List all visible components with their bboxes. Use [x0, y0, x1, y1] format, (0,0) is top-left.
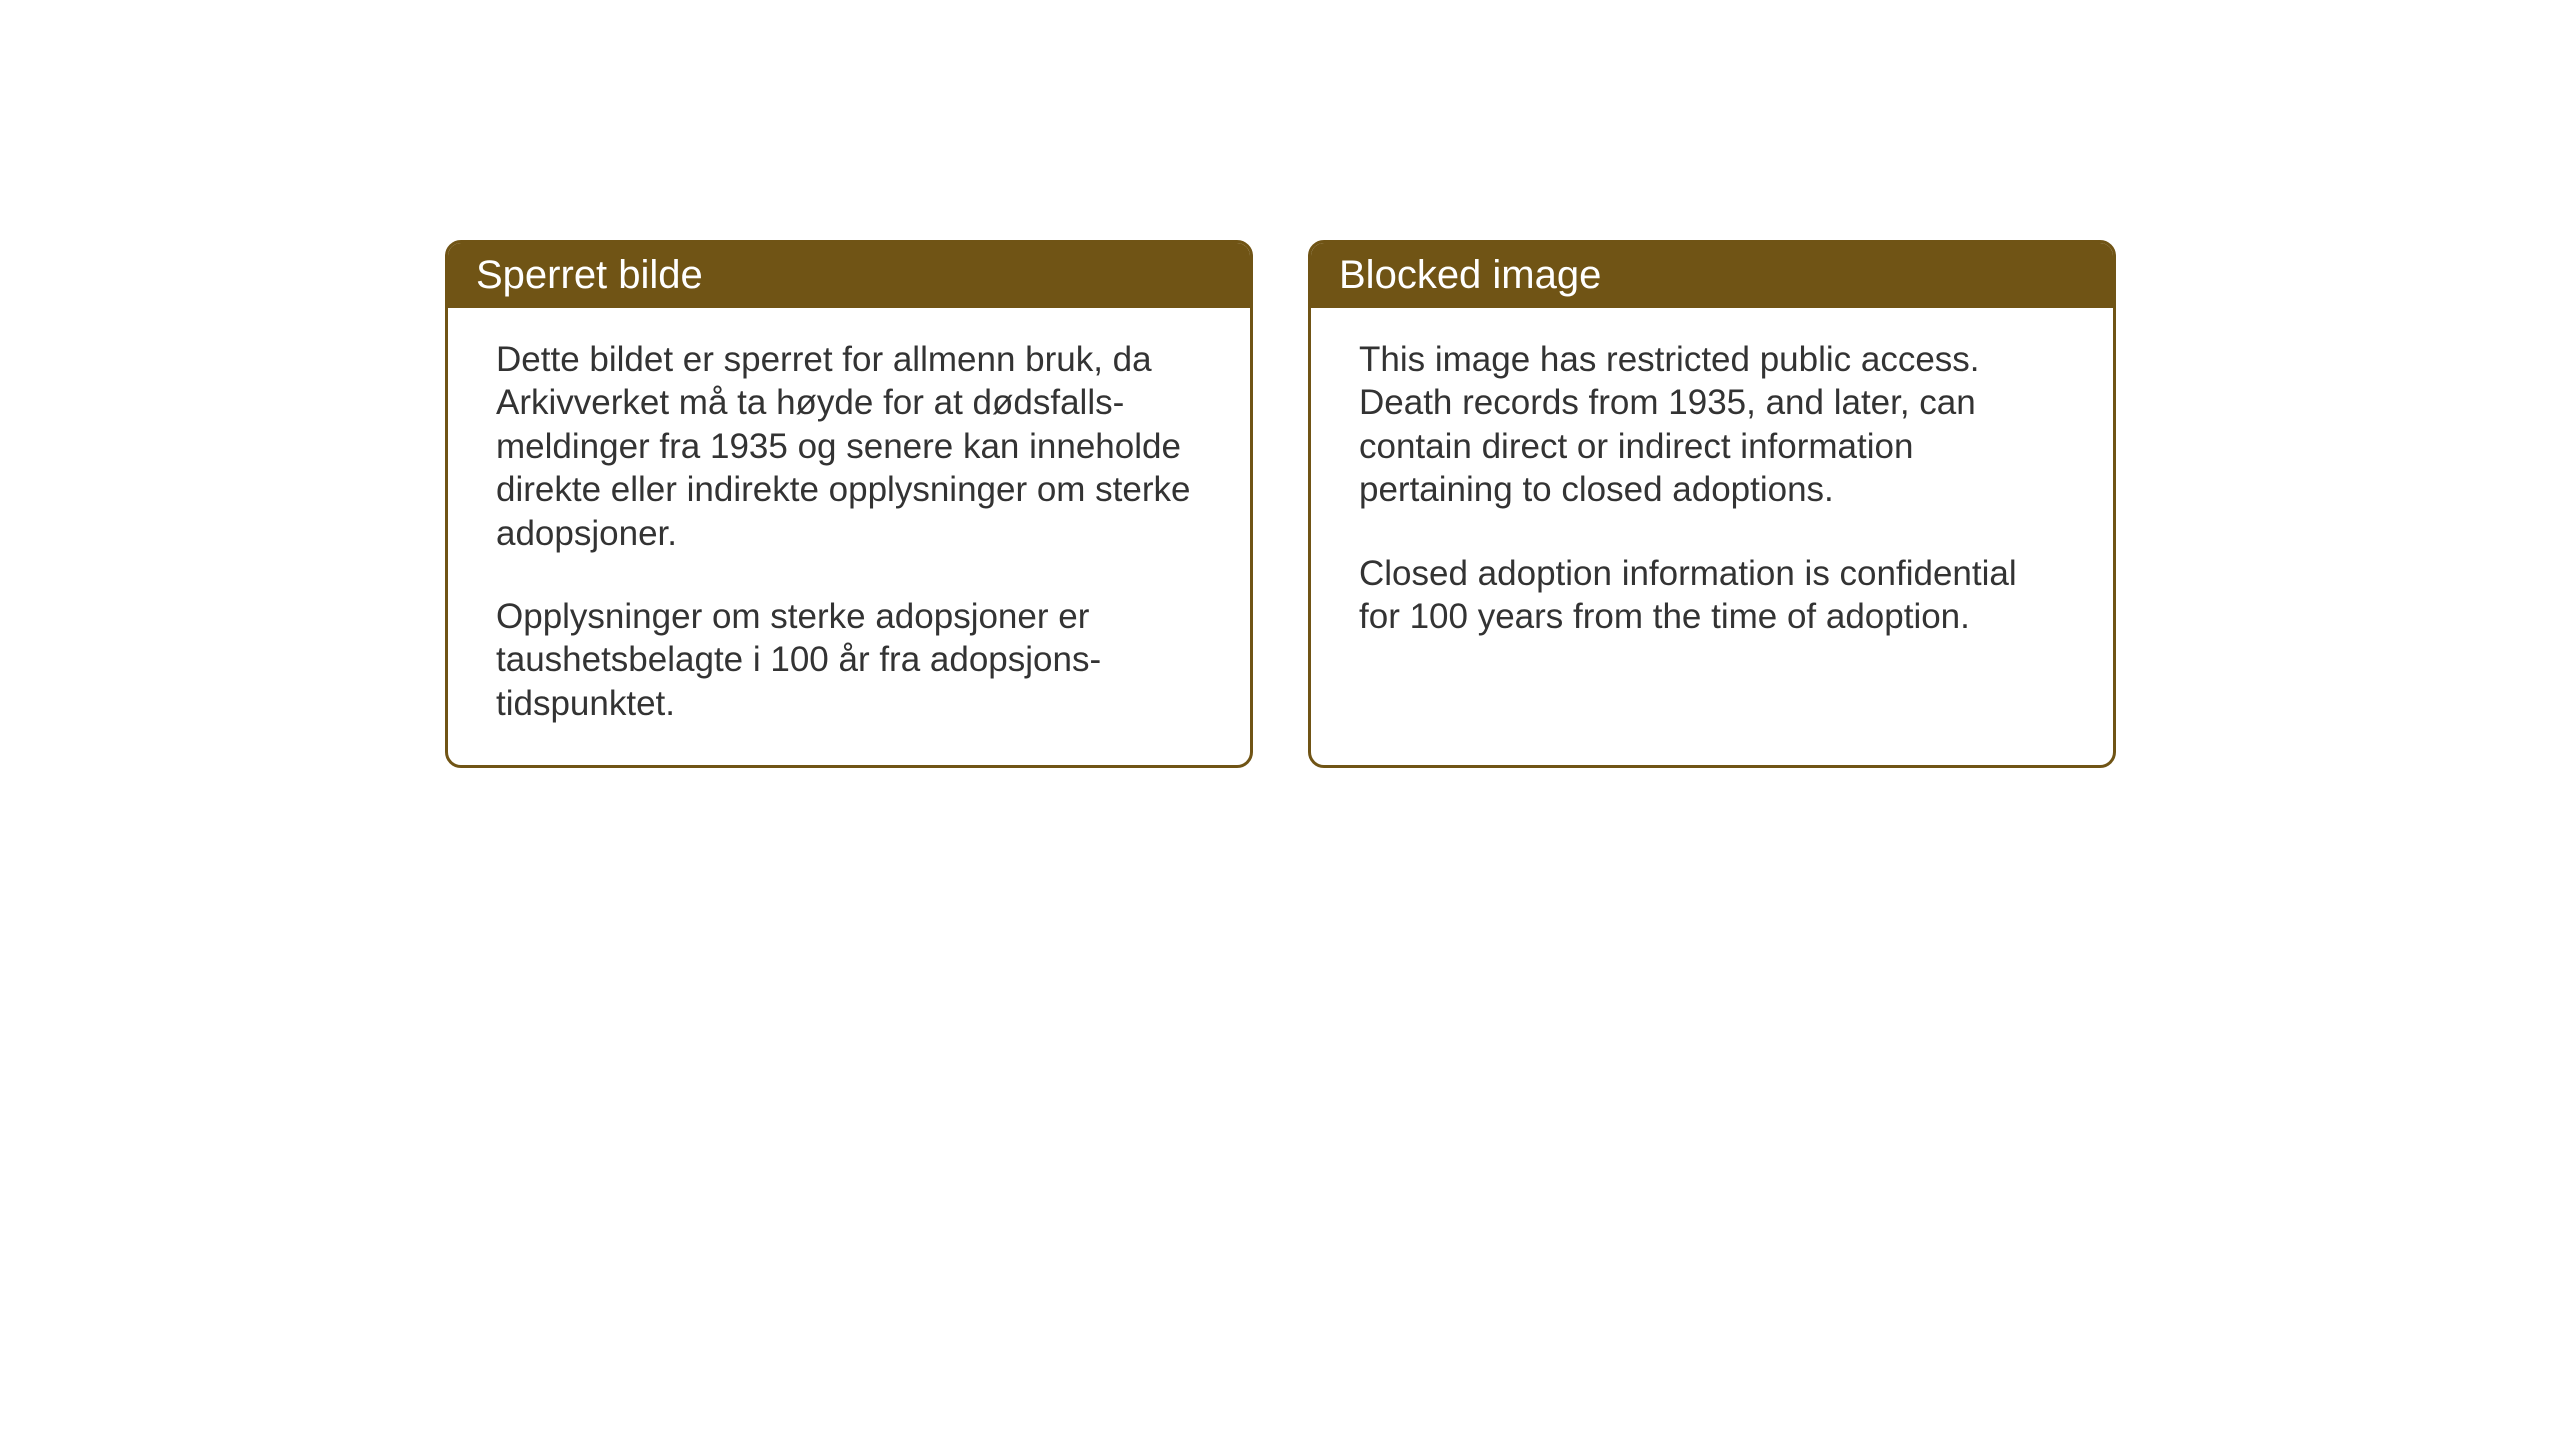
card-title-norwegian: Sperret bilde — [476, 253, 703, 297]
card-body-norwegian: Dette bildet er sperret for allmenn bruk… — [448, 308, 1250, 765]
notice-container: Sperret bilde Dette bildet er sperret fo… — [445, 240, 2116, 768]
card-header-english: Blocked image — [1311, 243, 2113, 308]
paragraph-english-1: This image has restricted public access.… — [1359, 338, 2065, 512]
card-body-english: This image has restricted public access.… — [1311, 308, 2113, 748]
notice-card-norwegian: Sperret bilde Dette bildet er sperret fo… — [445, 240, 1253, 768]
paragraph-norwegian-1: Dette bildet er sperret for allmenn bruk… — [496, 338, 1202, 555]
card-header-norwegian: Sperret bilde — [448, 243, 1250, 308]
notice-card-english: Blocked image This image has restricted … — [1308, 240, 2116, 768]
paragraph-norwegian-2: Opplysninger om sterke adopsjoner er tau… — [496, 595, 1202, 725]
card-title-english: Blocked image — [1339, 253, 1601, 297]
paragraph-english-2: Closed adoption information is confident… — [1359, 552, 2065, 639]
